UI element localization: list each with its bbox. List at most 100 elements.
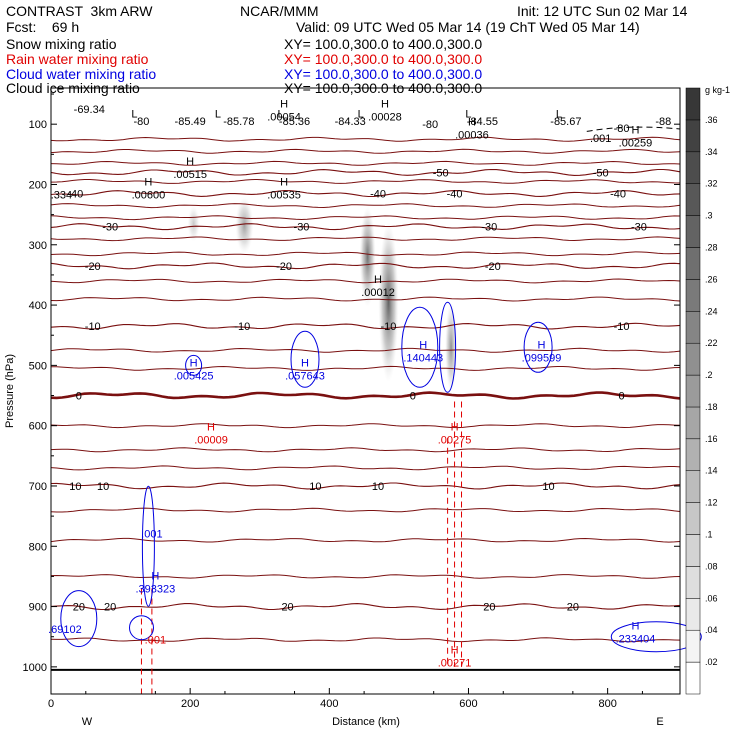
- rain-contours: [140, 401, 463, 694]
- rain-value-0: .00009: [194, 435, 228, 447]
- contour-label--30-2: -30: [481, 222, 497, 234]
- low-marker-2: L: [278, 108, 284, 120]
- colorbar: .02 .04 .06 .08 .1 .12 .14 .16 .18 .2 .22 .24 .26 .28…: [685, 87, 718, 695]
- cloud-water-high-0: H: [190, 358, 198, 370]
- contour-line-extra-2: [50, 160, 681, 166]
- snow-high-2: H: [468, 116, 476, 128]
- colorbar-segment-18: [685, 87, 701, 121]
- temperature-contours: [50, 126, 681, 671]
- x-tick-label-400: 400: [320, 698, 338, 710]
- cloud-water-high-7: H: [151, 570, 159, 582]
- contour-line-10: [50, 482, 681, 490]
- contour-line-extra-1: [50, 148, 681, 154]
- contour-line-extra-5: [50, 215, 681, 221]
- cloud-water-high-5: H: [631, 621, 639, 633]
- contour-labels: -50 -50-40 -40 -40 -40-30 -30 -30 -30-20 -20 -20-…: [48, 98, 671, 669]
- low-marker-5: L: [556, 108, 562, 120]
- colorbar-label-4: .1: [705, 530, 713, 540]
- x-tick-label-800: 800: [598, 698, 616, 710]
- cloud-water-contours: [60, 301, 702, 653]
- cloud-water-high-1: H: [301, 358, 309, 370]
- field-name-cloud-water: Cloud water mixing ratio: [6, 66, 157, 82]
- contour-label--20-2: -20: [485, 261, 501, 273]
- snow-value-7: .334: [51, 190, 72, 202]
- low-marker-0: L: [131, 108, 137, 120]
- low-marker-3: L: [358, 108, 364, 120]
- field-xy-snow: XY= 100.0,300.0 to 400.0,300.0: [284, 36, 483, 52]
- contour-label-0-2: 0: [618, 391, 624, 403]
- cloud-water-contour-2: [401, 306, 439, 388]
- colorbar-segment-3: [685, 566, 701, 599]
- colorbar-segment-10: [685, 342, 701, 376]
- contour-label-20-3: 20: [483, 602, 495, 614]
- cloud-water-contour-0: [185, 354, 203, 376]
- snow-value-3: .00515: [173, 169, 207, 181]
- snow-shade-2: [359, 206, 376, 307]
- contour-line-extra-11: [51, 365, 681, 371]
- contour-line-extra-17: [50, 574, 681, 579]
- snow-high-0: H: [280, 98, 288, 110]
- colorbar-label-11: .24: [705, 306, 718, 316]
- snow-high-5: H: [280, 177, 288, 189]
- colorbar-segment-7: [685, 438, 701, 471]
- top-value-0: -69.34: [74, 104, 105, 116]
- colorbar-label-7: .16: [705, 434, 718, 444]
- snow-value-6: .00012: [361, 287, 395, 299]
- colorbar-segment-11: [685, 311, 701, 344]
- colorbar-segment-9: [685, 374, 701, 408]
- contour-label-10-4: 10: [542, 481, 554, 493]
- x-end-label-west: W: [82, 716, 93, 728]
- colorbar-segment-16: [685, 151, 701, 184]
- y-tick-label-600: 600: [29, 421, 47, 433]
- top-value-4: -85.36: [279, 116, 310, 128]
- y-tick-label-400: 400: [29, 300, 47, 312]
- contour-line-extra-3: [50, 178, 681, 184]
- snow-value-2: .00036: [455, 129, 489, 141]
- colorbar-segment-2: [685, 598, 701, 631]
- contour-line-extra-15: [50, 507, 681, 513]
- colorbar-label-15: .32: [705, 179, 718, 189]
- low-marker-4: L: [465, 108, 471, 120]
- top-value-5: -84.33: [335, 116, 366, 128]
- colorbar-label-2: .06: [705, 593, 718, 603]
- cloud-water-value-4: .69102: [48, 624, 82, 636]
- snow-shade-0: [187, 205, 200, 242]
- cloud-water-contour-8: [610, 621, 702, 653]
- snow-shade-3: [378, 222, 399, 383]
- top-value-3: -85.78: [223, 116, 254, 128]
- plot-frame: [50, 87, 681, 695]
- cloud-water-contour-5: [141, 485, 155, 607]
- contour-line-extra-7: [50, 251, 681, 257]
- colorbar-label-5: .12: [705, 498, 718, 508]
- snow-high-4: H: [144, 177, 152, 189]
- y-tick-label-200: 200: [29, 179, 47, 191]
- contour-line--10: [50, 322, 681, 330]
- colorbar-label-3: .08: [705, 561, 718, 571]
- contour-label--20-0: -20: [85, 261, 101, 273]
- contour-line-extra-10: [50, 347, 681, 353]
- contour-line-extra-16: [50, 537, 681, 543]
- rain-value-2: .00271: [438, 658, 472, 670]
- top-value-6: -80: [422, 119, 438, 131]
- colorbar-label-0: .02: [705, 657, 718, 667]
- contour-label--30-0: -30: [102, 222, 118, 234]
- contour-label-20-1: 20: [104, 602, 116, 614]
- colorbar-label-17: .36: [705, 115, 718, 125]
- cloud-water-contour-3: [439, 301, 457, 393]
- field-name-rain: Rain water mixing ratio: [6, 51, 149, 67]
- init-time: Init: 12 UTC Sun 02 Mar 14: [517, 3, 688, 19]
- low-marker-1: L: [215, 108, 221, 120]
- field-xy-cloud-water: XY= 100.0,300.0 to 400.0,300.0: [284, 66, 483, 82]
- contour-line--50: [50, 168, 681, 176]
- snow-value-4: .00600: [132, 190, 166, 202]
- colorbar-label-9: .2: [705, 370, 713, 380]
- cloud-water-value-0: .005425: [174, 371, 214, 383]
- snow-high-6: H: [374, 274, 382, 286]
- y-tick-label-1000: 1000: [23, 662, 47, 674]
- cloud-water-value-3: .099599: [522, 353, 562, 365]
- contour-label-20-0: 20: [73, 602, 85, 614]
- colorbar-segment-12: [685, 279, 701, 312]
- snow-shade-1: [235, 197, 254, 254]
- contour-label--50-1: -50: [593, 167, 609, 179]
